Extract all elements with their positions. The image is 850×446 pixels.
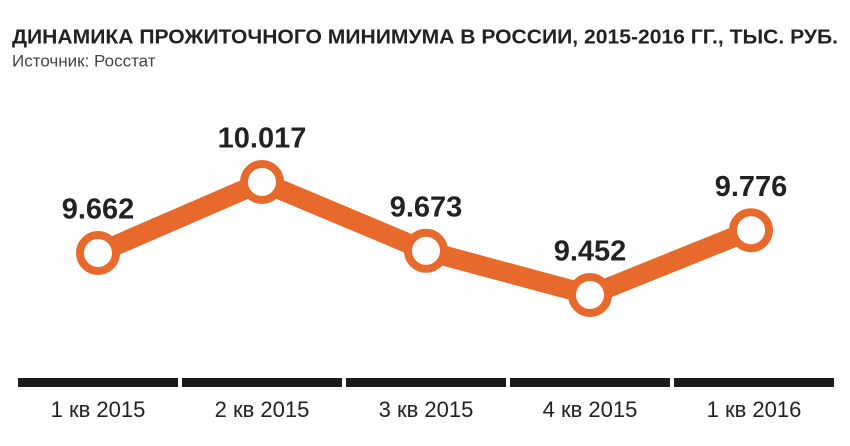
chart-subtitle: Источник: Росстат: [12, 51, 156, 70]
x-tick-label: 1 кв 2015: [51, 397, 146, 422]
point: [568, 273, 612, 317]
value-label: 9.776: [715, 171, 788, 203]
category-bar: [346, 378, 506, 387]
category-bar: [182, 378, 342, 387]
category-bar: [510, 378, 670, 387]
value-label: 9.662: [62, 194, 135, 226]
x-tick-label: 4 кв 2015: [543, 397, 638, 422]
category-bar: [18, 378, 178, 387]
value-label: 10.017: [218, 123, 307, 155]
value-label: 9.452: [554, 236, 627, 268]
point: [404, 228, 448, 273]
value-label: 9.673: [390, 191, 463, 223]
x-tick-label: 3 кв 2015: [379, 397, 474, 422]
point: [240, 160, 284, 204]
chart-title: ДИНАМИКА ПРОЖИТОЧНОГО МИНИМУМА В РОССИИ,…: [12, 26, 838, 48]
x-tick-label: 1 кв 2016: [707, 397, 802, 422]
x-tick-label: 2 кв 2015: [215, 397, 310, 422]
point: [729, 208, 773, 253]
category-bar: [674, 378, 834, 387]
point: [76, 231, 120, 275]
